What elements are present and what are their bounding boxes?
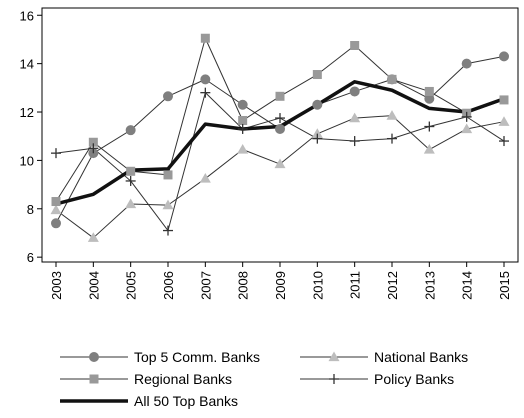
data-point	[350, 40, 360, 50]
data-point	[125, 175, 136, 186]
x-tick-label: 2006	[161, 271, 176, 300]
data-point	[424, 121, 435, 132]
data-point	[51, 218, 61, 229]
x-tick-label: 2004	[86, 271, 101, 300]
data-point	[461, 123, 473, 134]
series-lines	[55, 37, 505, 239]
y-tick-label: 12	[20, 105, 34, 120]
data-point	[163, 225, 173, 236]
data-point	[51, 197, 61, 207]
data-point	[200, 74, 211, 85]
x-tick-label: 2014	[460, 271, 475, 300]
data-point	[274, 158, 286, 169]
legend-label: Policy Banks	[374, 371, 454, 387]
data-point	[162, 199, 174, 210]
x-tick-label: 2005	[124, 271, 139, 300]
data-point	[423, 144, 435, 154]
data-point	[88, 143, 99, 154]
data-point	[51, 148, 61, 159]
legend-label: All 50 Top Banks	[134, 393, 238, 409]
legend-marker	[89, 374, 99, 384]
data-point	[125, 125, 136, 136]
data-point	[200, 33, 210, 43]
data-point	[200, 87, 211, 98]
legend-label: Regional Banks	[134, 371, 232, 387]
data-point	[237, 123, 248, 134]
x-tick-label: 2011	[348, 271, 363, 299]
chart-legend: Top 5 Comm. Banks National Banks Regional …	[60, 349, 468, 409]
data-point	[499, 95, 509, 105]
legend-marker	[329, 374, 339, 384]
x-tick-label: 2013	[422, 271, 437, 300]
series-line-0	[55, 55, 505, 224]
x-tick-label: 2007	[198, 271, 213, 300]
y-tick-label: 8	[27, 202, 34, 217]
data-point	[125, 198, 137, 209]
data-point	[387, 133, 397, 144]
data-point	[461, 58, 472, 69]
x-tick-label: 2008	[236, 271, 251, 300]
x-tick-label: 2010	[310, 271, 325, 300]
data-point	[499, 136, 509, 147]
data-point	[424, 86, 434, 96]
data-point	[312, 70, 322, 80]
data-point	[275, 91, 285, 101]
data-point	[312, 99, 323, 110]
data-point	[50, 204, 62, 215]
data-point	[311, 128, 323, 138]
legend-label: National Banks	[374, 349, 468, 365]
data-point	[87, 232, 99, 242]
legend-marker	[89, 352, 99, 362]
data-point	[88, 137, 98, 147]
y-tick-label: 14	[20, 57, 34, 72]
data-point	[199, 173, 211, 183]
plot-frame	[41, 7, 519, 263]
data-point	[387, 74, 397, 84]
data-point	[126, 166, 136, 176]
y-tick-label: 16	[20, 8, 34, 23]
data-point	[386, 110, 398, 120]
data-point	[499, 51, 509, 62]
x-tick-label: 2003	[49, 271, 64, 300]
data-point	[349, 136, 360, 147]
data-point	[237, 144, 249, 154]
data-point	[163, 91, 173, 102]
x-tick-label: 2012	[385, 271, 400, 300]
series-markers	[50, 33, 510, 242]
x-tick-label: 2009	[273, 271, 288, 300]
data-point	[349, 112, 361, 123]
data-point	[312, 133, 323, 144]
data-point	[461, 111, 472, 122]
y-tick-label: 6	[27, 250, 34, 265]
data-point	[498, 116, 510, 126]
data-point	[275, 113, 285, 124]
legend-label: Top 5 Comm. Banks	[134, 349, 260, 365]
data-point	[238, 115, 248, 125]
chart-axes: 6 8 10 12 14 16 2003 2004 2005 2006 2007 2008 2009 20…	[20, 7, 519, 300]
data-point	[237, 99, 248, 110]
legend-marker	[328, 351, 340, 362]
data-point	[349, 86, 360, 97]
data-point	[163, 170, 173, 180]
data-point	[275, 123, 285, 134]
x-tick-label: 2015	[497, 271, 512, 300]
y-tick-label: 10	[20, 153, 34, 168]
